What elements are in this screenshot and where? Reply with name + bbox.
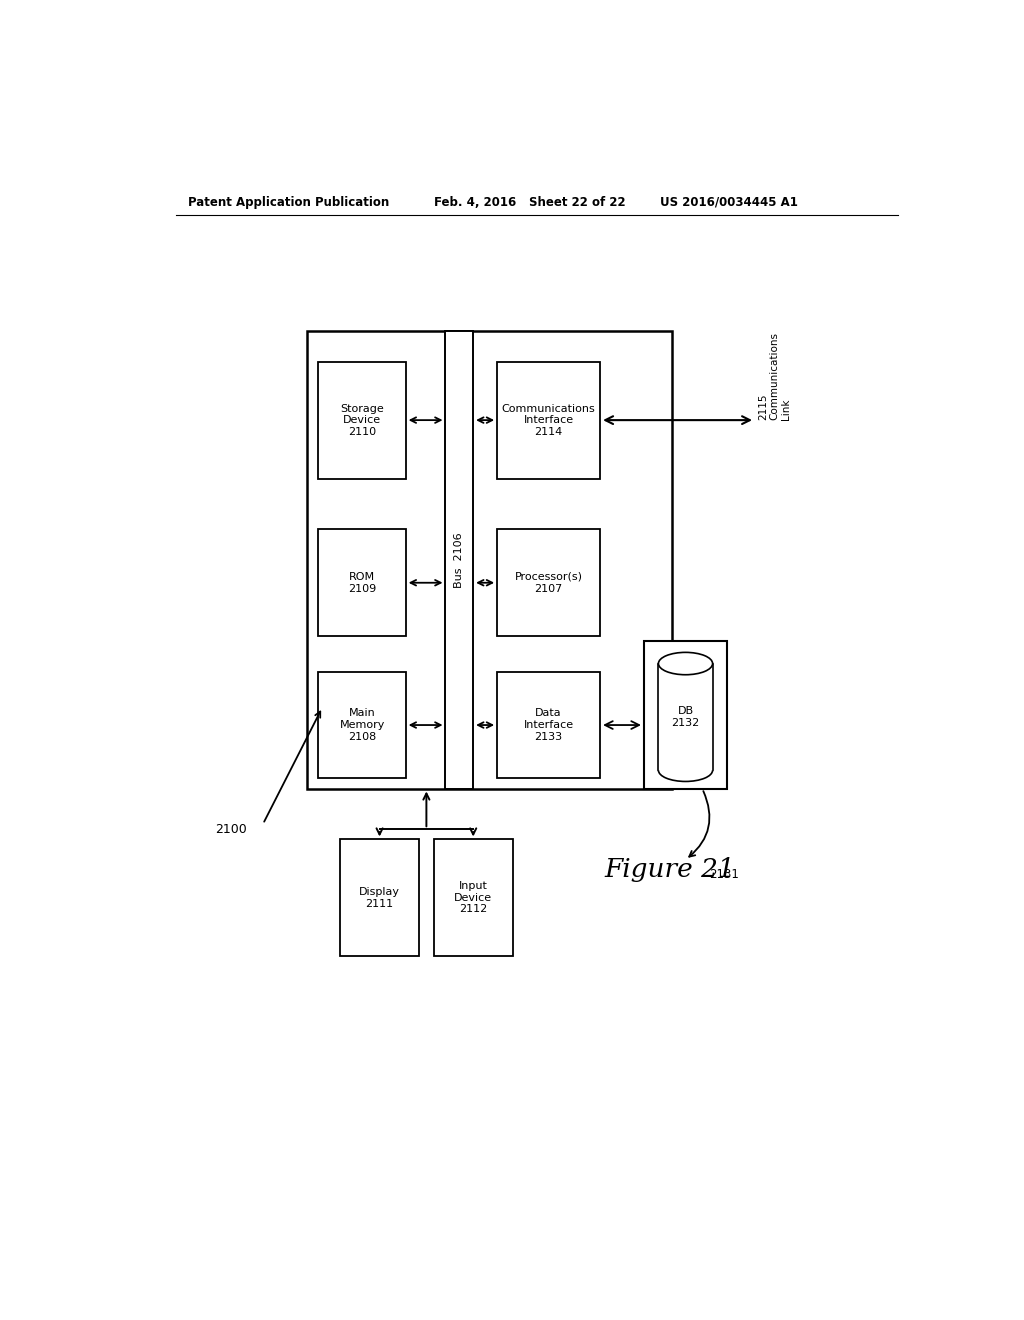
- Bar: [433, 840, 513, 956]
- Bar: [318, 362, 406, 479]
- Text: Patent Application Publication: Patent Application Publication: [187, 195, 389, 209]
- Bar: [497, 362, 600, 479]
- Text: Processor(s)
2107: Processor(s) 2107: [515, 572, 583, 594]
- Bar: [644, 642, 727, 788]
- Text: ROM
2109: ROM 2109: [348, 572, 376, 594]
- Text: 2100: 2100: [215, 822, 247, 836]
- Bar: [445, 331, 473, 788]
- Bar: [497, 529, 600, 636]
- Text: Main
Memory
2108: Main Memory 2108: [339, 709, 385, 742]
- Text: Figure 21: Figure 21: [604, 858, 735, 882]
- Text: 2131: 2131: [710, 867, 739, 880]
- Text: Display
2111: Display 2111: [359, 887, 400, 908]
- Bar: [340, 840, 419, 956]
- Text: Bus  2106: Bus 2106: [455, 532, 464, 587]
- Text: Feb. 4, 2016: Feb. 4, 2016: [433, 195, 516, 209]
- Bar: [318, 529, 406, 636]
- Ellipse shape: [658, 652, 713, 675]
- Text: DB
2132: DB 2132: [672, 706, 699, 727]
- Text: Input
Device
2112: Input Device 2112: [455, 882, 493, 915]
- Bar: [318, 672, 406, 779]
- Bar: [497, 672, 600, 779]
- Text: Storage
Device
2110: Storage Device 2110: [340, 404, 384, 437]
- Text: Data
Interface
2133: Data Interface 2133: [523, 709, 573, 742]
- Bar: [306, 331, 672, 788]
- Text: US 2016/0034445 A1: US 2016/0034445 A1: [659, 195, 798, 209]
- Text: Sheet 22 of 22: Sheet 22 of 22: [528, 195, 626, 209]
- Text: Communications
Interface
2114: Communications Interface 2114: [502, 404, 596, 437]
- Text: 2115
Communications
Link: 2115 Communications Link: [758, 333, 792, 420]
